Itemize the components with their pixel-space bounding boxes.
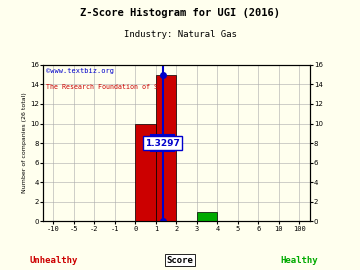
Bar: [156, 75, 176, 221]
Bar: [197, 212, 217, 221]
Y-axis label: Number of companies (26 total): Number of companies (26 total): [22, 93, 27, 194]
Bar: [135, 124, 156, 221]
Text: Z-Score Histogram for UGI (2016): Z-Score Histogram for UGI (2016): [80, 8, 280, 18]
Text: Score: Score: [167, 256, 193, 265]
Text: Healthy: Healthy: [280, 256, 318, 265]
Text: The Research Foundation of SUNY: The Research Foundation of SUNY: [46, 84, 170, 90]
Text: Unhealthy: Unhealthy: [30, 256, 78, 265]
Text: ©www.textbiz.org: ©www.textbiz.org: [46, 68, 114, 74]
Text: 1.3297: 1.3297: [145, 139, 180, 148]
Text: Industry: Natural Gas: Industry: Natural Gas: [123, 30, 237, 39]
